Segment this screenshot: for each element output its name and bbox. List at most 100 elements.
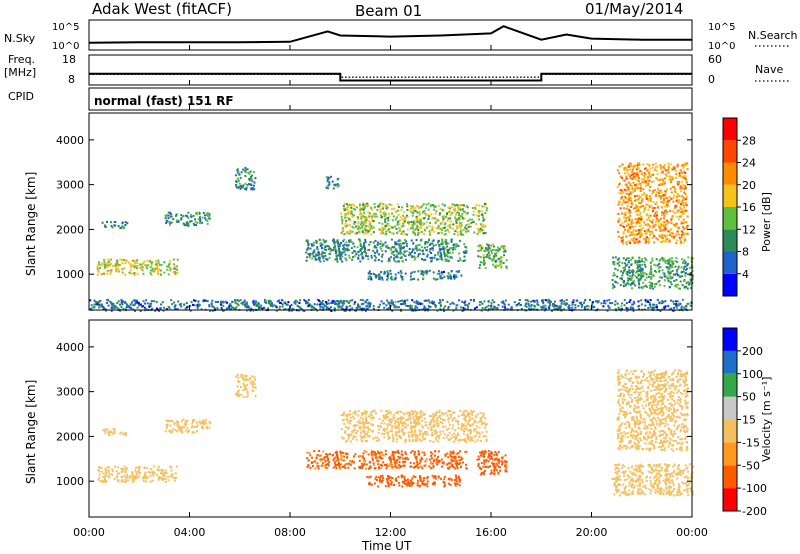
power-cell <box>626 172 629 175</box>
power-cell <box>676 272 679 275</box>
power-cell <box>186 222 188 225</box>
velocity-cell <box>184 422 187 425</box>
velocity-cell <box>246 384 249 387</box>
power-cell <box>633 234 636 237</box>
velocity-cell <box>354 413 357 416</box>
power-cell <box>318 238 321 241</box>
power-cell <box>621 196 624 199</box>
power-cell <box>331 180 334 183</box>
velocity-cell <box>403 432 406 435</box>
velocity-cell <box>455 434 458 437</box>
power-cell <box>342 248 344 251</box>
power-cell <box>518 303 521 306</box>
power-cell <box>656 206 659 209</box>
power-cell <box>634 284 637 287</box>
velocity-cell <box>349 440 352 443</box>
power-cell <box>394 255 397 258</box>
power-cell <box>654 220 657 223</box>
power-cell <box>682 166 685 169</box>
power-cell <box>621 236 624 239</box>
velocity-cell <box>373 409 376 412</box>
power-cell <box>401 222 404 225</box>
power-cell <box>381 206 384 209</box>
power-cell <box>402 230 405 233</box>
power-cell <box>255 300 258 303</box>
power-cell <box>680 233 683 236</box>
power-cell <box>630 283 633 285</box>
power-cell <box>427 208 430 211</box>
velocity-cell <box>346 415 349 418</box>
power-cell <box>501 305 504 308</box>
power-cell <box>416 301 419 303</box>
power-cell <box>671 215 674 218</box>
power-cell <box>666 205 669 208</box>
power-cell <box>312 306 315 309</box>
velocity-cell <box>471 413 474 416</box>
velocity-cell <box>193 426 196 428</box>
power-cell <box>634 259 637 262</box>
velocity-cell <box>438 411 441 414</box>
power-cell <box>235 306 238 309</box>
velocity-cell <box>454 419 457 422</box>
power-cell <box>388 228 391 230</box>
power-cell <box>620 240 623 243</box>
power-cell <box>345 244 348 247</box>
power-cell <box>627 165 630 168</box>
power-cell <box>412 212 415 215</box>
velocity-cell <box>412 426 415 429</box>
power-cell <box>373 252 376 254</box>
power-cell <box>675 300 678 303</box>
power-cell <box>97 264 100 267</box>
velocity-cell <box>254 378 256 381</box>
power-cell <box>419 303 422 306</box>
power-cell <box>477 210 480 213</box>
velocity-cell <box>113 430 116 433</box>
power-cell <box>679 206 682 209</box>
power-cell <box>113 224 116 227</box>
power-cell <box>511 308 514 311</box>
power-cell <box>238 185 241 188</box>
power-cell <box>638 256 641 259</box>
velocity-cell <box>365 440 368 442</box>
power-cell <box>457 218 460 221</box>
power-cell <box>372 249 375 252</box>
power-cell <box>288 309 291 312</box>
power-cell <box>642 188 645 191</box>
power-cell <box>453 208 456 211</box>
power-cell <box>318 299 320 302</box>
power-cell <box>683 227 685 230</box>
power-cell <box>490 252 493 254</box>
power-cell <box>591 303 594 306</box>
power-cell <box>156 266 159 269</box>
power-cell <box>487 252 490 255</box>
power-cell <box>165 215 168 217</box>
power-cell <box>676 222 678 225</box>
power-cell <box>691 278 694 281</box>
velocity-cell <box>412 417 415 420</box>
power-cell <box>443 270 445 273</box>
power-cell <box>671 269 674 272</box>
velocity-cell <box>242 389 245 392</box>
power-cell <box>413 251 416 254</box>
power-cell <box>436 309 439 312</box>
power-cell <box>638 240 641 243</box>
velocity-cell <box>251 375 254 378</box>
power-cell <box>621 191 624 194</box>
velocity-cell <box>123 465 126 468</box>
power-cell <box>418 221 421 224</box>
power-cell <box>391 226 394 229</box>
power-cell <box>92 306 95 309</box>
power-cell <box>337 177 340 180</box>
power-cell <box>220 307 223 310</box>
power-cell <box>428 239 430 242</box>
power-cell <box>359 243 362 246</box>
power-cell <box>630 185 633 188</box>
power-cell <box>150 300 153 303</box>
colorbar-segment <box>723 118 737 141</box>
power-cell <box>343 247 346 250</box>
power-cell <box>467 226 470 229</box>
power-cell <box>651 221 654 224</box>
power-cell <box>631 256 634 259</box>
velocity-cell <box>434 429 437 432</box>
velocity-cell <box>346 421 349 424</box>
